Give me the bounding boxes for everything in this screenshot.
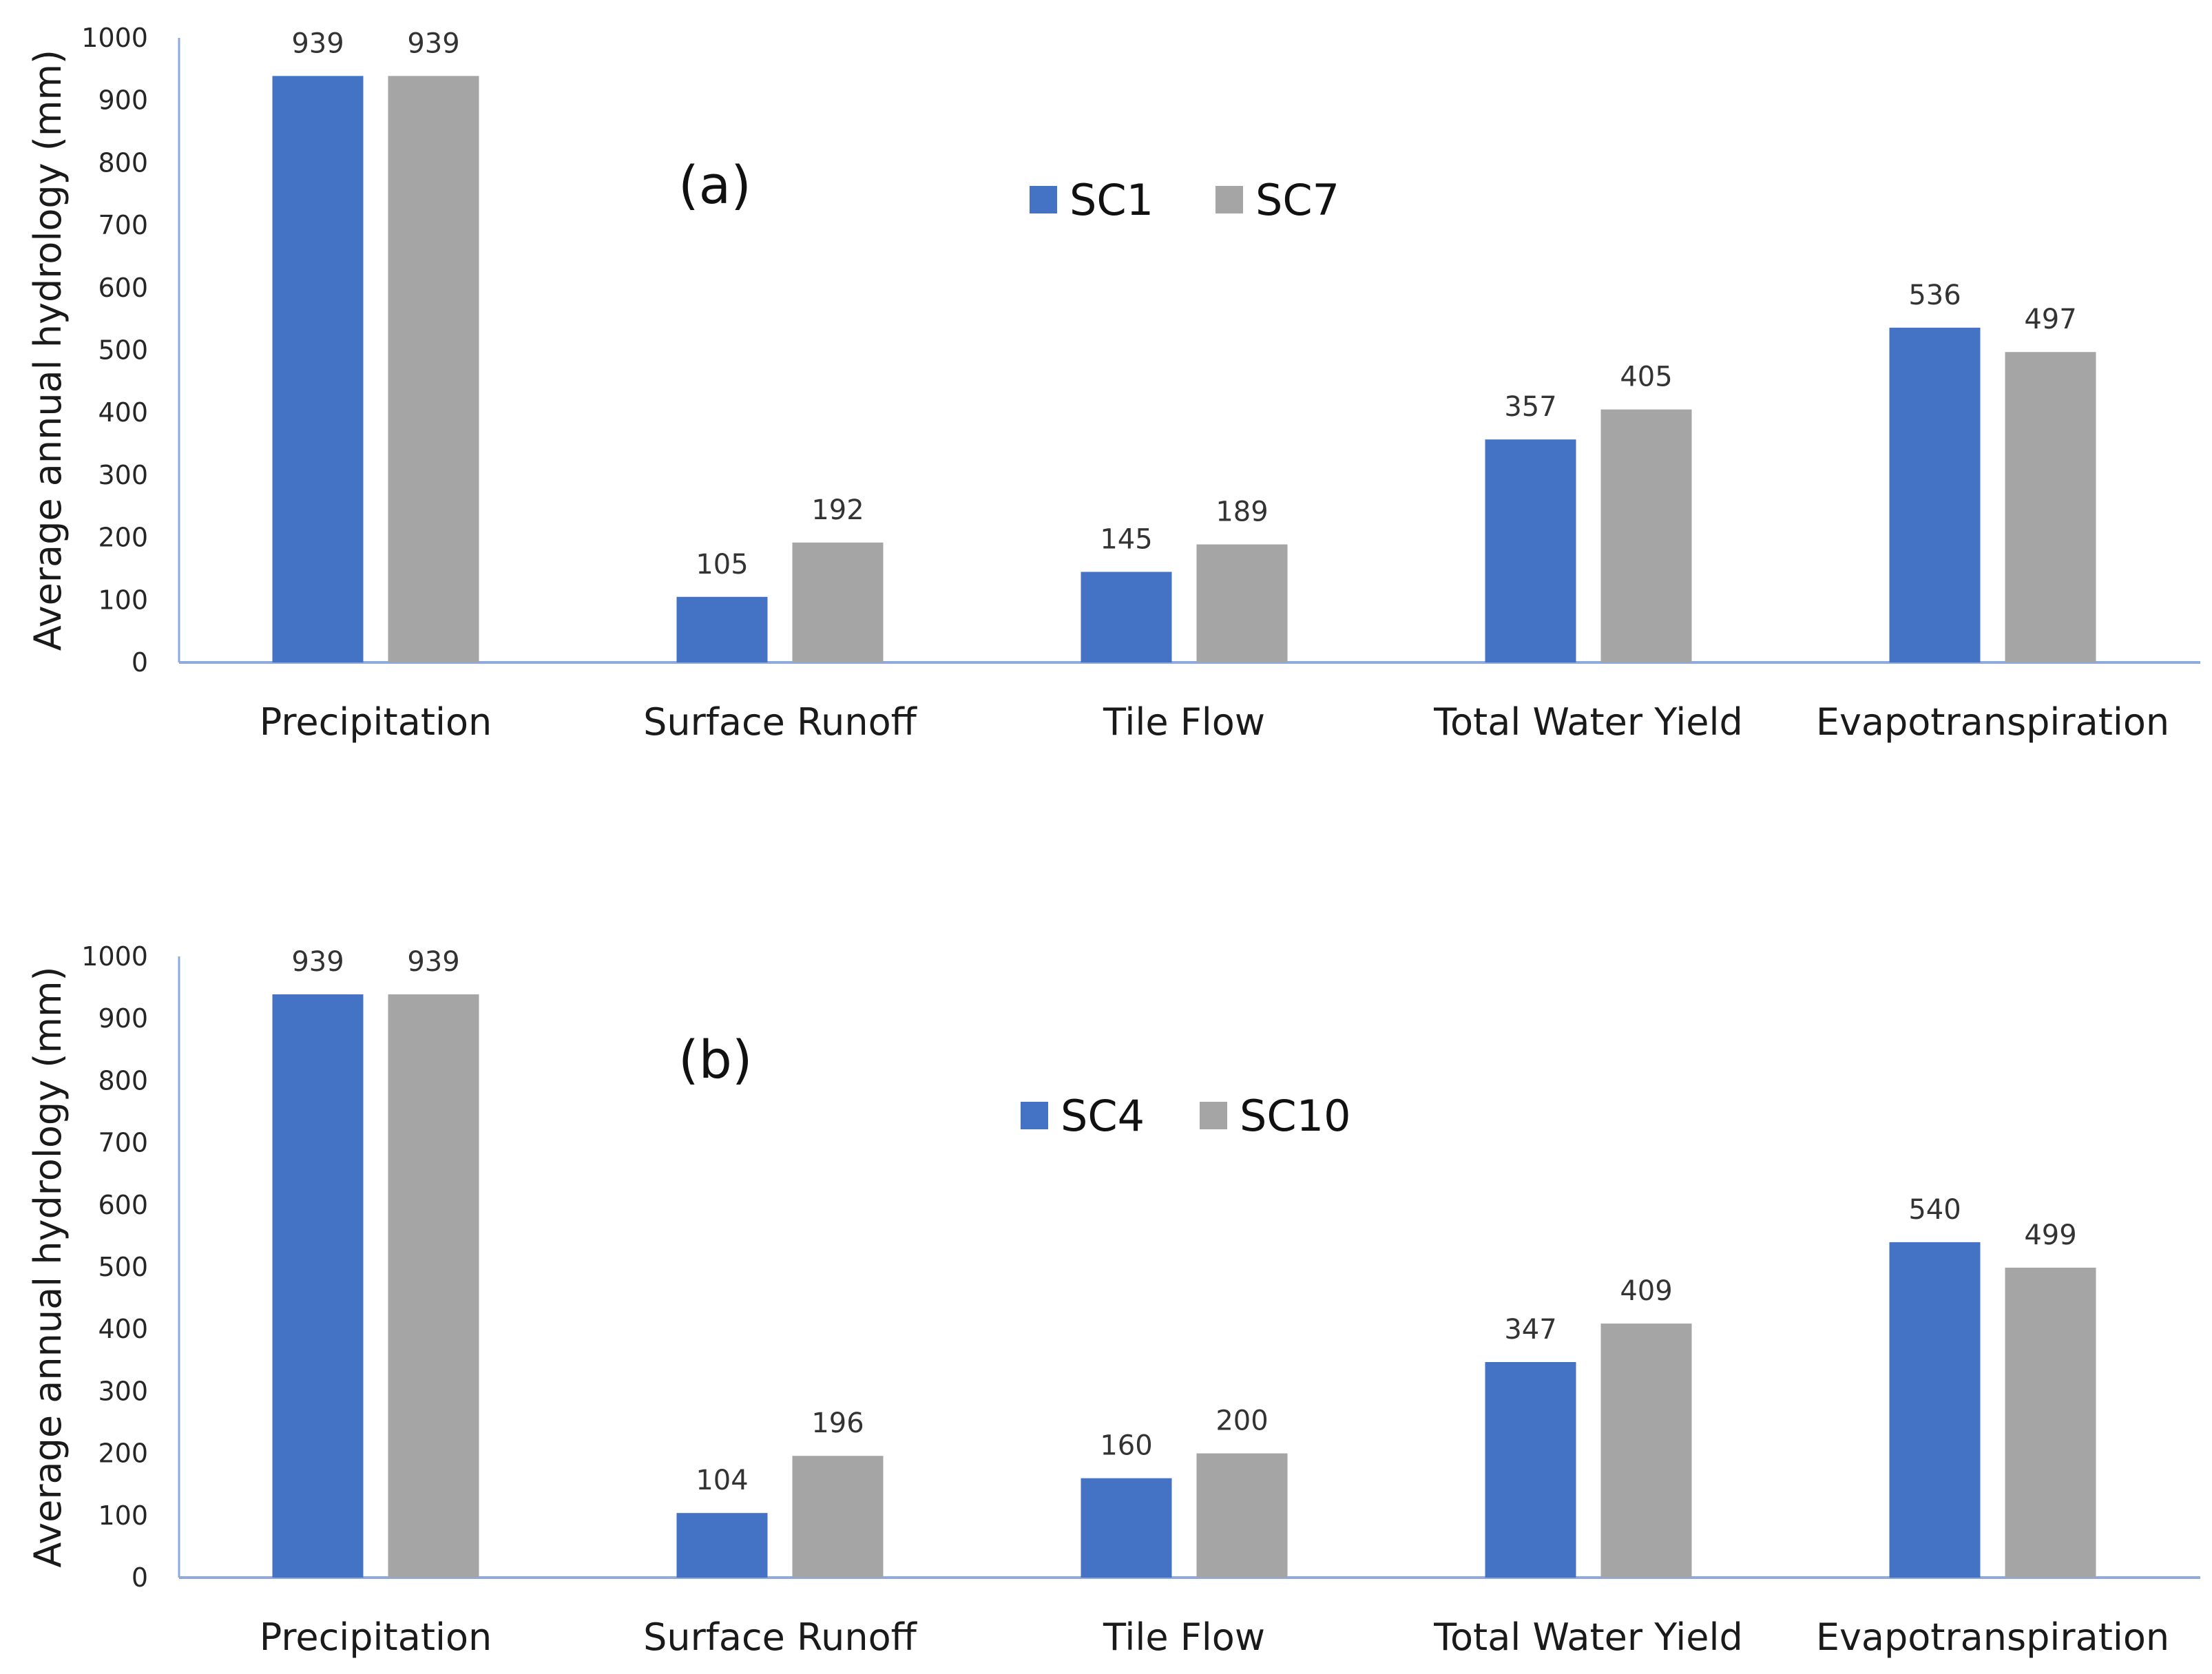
bar-sc4-evapotranspiration [1889,1242,1981,1578]
bar-sc10-total-water-yield [1600,1323,1692,1578]
panel-label: (a) [678,154,751,216]
y-tick-label: 700 [98,1128,148,1158]
x-category-label: Surface Runoff [643,700,917,744]
y-tick-label: 1000 [81,941,148,972]
data-label: 540 [1908,1194,1961,1226]
bar-sc4-tile-flow [1081,1478,1172,1578]
y-tick-label: 300 [98,460,148,490]
y-tick-label: 0 [132,1562,148,1593]
panel-label: (b) [678,1029,753,1090]
y-tick-label: 200 [98,523,148,553]
bar-sc10-evapotranspiration [2005,1267,2096,1578]
x-category-label: Surface Runoff [643,1615,917,1659]
legend-label: SC4 [1061,1091,1145,1141]
chart-panel-a: 0 100 200 300 400 500 600 700 800 900 1000 Average … [26,23,2200,744]
y-axis-title: Average annual hydrology (mm) [26,966,70,1567]
bar-sc1-tile-flow [1081,572,1172,662]
x-category-label: Evapotranspiration [1816,700,2169,744]
bar-sc7-surface-runoff [792,542,884,662]
data-label: 189 [1215,496,1268,528]
bar-sc10-precipitation [388,994,479,1578]
y-tick-label: 600 [98,273,148,303]
bar-sc1-evapotranspiration [1889,327,1981,662]
x-category-label: Precipitation [260,1615,492,1659]
legend-label: SC7 [1255,175,1339,225]
data-label: 939 [291,946,344,978]
x-category-label: Precipitation [260,700,492,744]
chart-panel-b: 0 100 200 300 400 500 600 700 800 900 1000 Average … [26,941,2200,1659]
y-tick-label: 500 [98,335,148,366]
bar-sc7-evapotranspiration [2005,352,2096,662]
y-tick-label: 100 [98,1500,148,1531]
y-tick-label: 300 [98,1376,148,1406]
bar-sc4-surface-runoff [676,1513,768,1578]
y-tick-label: 1000 [81,23,148,53]
legend-swatch-sc7 [1215,186,1243,213]
y-axis-title: Average annual hydrology (mm) [26,50,70,651]
data-label: 939 [407,28,459,59]
x-category-label: Total Water Yield [1433,1615,1743,1659]
y-tick-label: 800 [98,147,148,178]
data-label: 104 [696,1465,748,1496]
y-tick-label: 400 [98,397,148,428]
y-tick-label: 800 [98,1065,148,1096]
y-tick-label: 200 [98,1438,148,1469]
y-tick-label: 0 [132,647,148,678]
data-label: 409 [1620,1275,1672,1307]
y-tick-label: 100 [98,585,148,615]
data-label: 499 [2024,1220,2076,1251]
bar-sc10-surface-runoff [792,1456,884,1578]
bar-sc1-precipitation [272,76,364,662]
data-label: 347 [1504,1314,1556,1346]
x-category-label: Tile Flow [1103,1615,1265,1659]
legend-swatch-sc1 [1030,186,1057,213]
bar-sc7-total-water-yield [1600,409,1692,662]
y-tick-label: 500 [98,1252,148,1282]
x-category-label: Tile Flow [1103,700,1265,744]
y-tick-label: 700 [98,210,148,240]
legend-label: SC1 [1070,175,1154,225]
data-label: 497 [2024,304,2076,335]
bar-sc1-total-water-yield [1485,439,1576,662]
legend-swatch-sc10 [1200,1102,1227,1129]
data-label: 536 [1908,280,1961,311]
data-label: 939 [291,28,344,59]
data-label: 192 [811,494,864,526]
bar-sc1-surface-runoff [676,596,768,662]
legend: SC1 SC7 [1030,175,1339,225]
data-label: 196 [811,1408,864,1439]
data-label: 200 [1215,1405,1268,1437]
legend-label: SC10 [1240,1091,1351,1141]
data-label: 357 [1504,391,1556,423]
y-tick-label: 600 [98,1190,148,1220]
x-category-label: Total Water Yield [1433,700,1743,744]
data-label: 145 [1100,523,1152,555]
y-tick-label: 400 [98,1314,148,1344]
data-label: 939 [407,946,459,978]
x-category-label: Evapotranspiration [1816,1615,2169,1659]
bar-sc7-precipitation [388,76,479,662]
y-tick-label: 900 [98,85,148,116]
y-tick-label: 900 [98,1003,148,1034]
data-label: 105 [696,549,748,580]
bar-sc4-total-water-yield [1485,1362,1576,1578]
bar-sc4-precipitation [272,994,364,1578]
legend-swatch-sc4 [1021,1102,1048,1129]
legend: SC4 SC10 [1021,1091,1351,1141]
data-label: 405 [1620,362,1672,393]
data-label: 160 [1100,1430,1152,1462]
bar-sc7-tile-flow [1196,544,1288,662]
bar-sc10-tile-flow [1196,1453,1288,1578]
